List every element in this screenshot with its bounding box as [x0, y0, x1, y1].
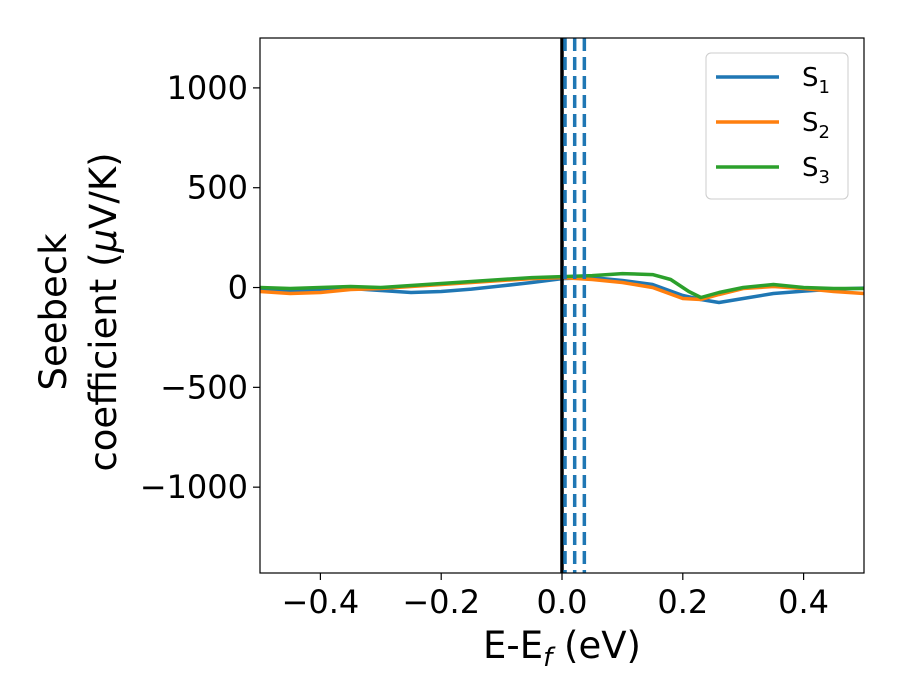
y-tick-label: 500	[187, 169, 248, 207]
y-ticks: 1000 500 0 −500 −1000	[140, 69, 260, 506]
legend-label-2: S2	[802, 108, 830, 143]
y-axis-label: Seebeck coefficient (μV/K)	[32, 152, 125, 471]
y-tick-label: −500	[160, 368, 248, 406]
y-axis-label-mu: μ	[82, 229, 125, 254]
x-ticks: −0.4 −0.2 0.0 0.2 0.4	[282, 573, 829, 621]
x-tick-label: −0.2	[402, 583, 480, 621]
x-tick-label: 0.4	[778, 583, 829, 621]
x-tick-label: 0.2	[657, 583, 708, 621]
legend: S1 S2 S3	[705, 52, 849, 200]
y-axis-label-unit: V/K)	[82, 152, 125, 228]
y-tick-label: 0	[228, 269, 248, 307]
x-tick-label: −0.4	[282, 583, 360, 621]
legend-label-1: S1	[802, 63, 830, 98]
y-axis-label-line1: Seebeck	[32, 233, 75, 391]
y-axis-label-prefix: coefficient (	[82, 252, 125, 471]
series-layer	[260, 271, 864, 305]
legend-label-3: S3	[802, 153, 830, 188]
y-axis-label-line2: coefficient (μV/K)	[82, 152, 125, 471]
y-tick-label: 1000	[167, 69, 248, 107]
x-axis-label-main: E-E	[483, 624, 543, 667]
x-axis-label: E-Ef (eV)	[483, 624, 641, 673]
series-line-3	[260, 271, 864, 300]
vertical-lines	[560, 38, 587, 573]
y-tick-label: −1000	[140, 468, 248, 506]
legend-box	[705, 52, 849, 200]
x-tick-label: 0.0	[537, 583, 588, 621]
x-axis-label-unit: (eV)	[552, 624, 641, 667]
